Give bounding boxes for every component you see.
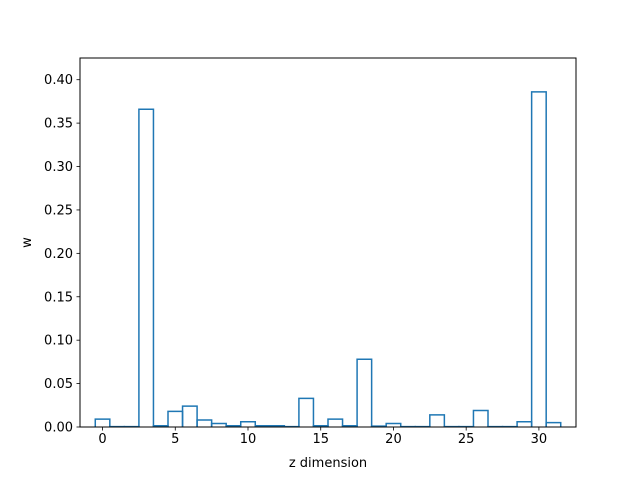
x-tick-label: 15 xyxy=(312,432,329,447)
x-tick-label: 5 xyxy=(171,432,179,447)
x-tick-label: 20 xyxy=(385,432,402,447)
axes-frame xyxy=(79,57,577,428)
y-tick-label: 0.10 xyxy=(44,334,73,349)
y-axis-ticks: 0.00 0.05 0.10 0.15 0.20 0.25 0.30 0.35 0.40 xyxy=(44,73,80,436)
plot-area xyxy=(79,57,577,428)
bar-3 xyxy=(138,108,155,427)
bar-10 xyxy=(239,421,257,427)
y-tick-label: 0.20 xyxy=(44,247,73,262)
y-tick-label: 0.35 xyxy=(44,117,73,132)
bar-20 xyxy=(385,422,402,427)
x-tick-label: 0 xyxy=(98,432,106,447)
y-tick-label: 0.40 xyxy=(44,73,73,88)
x-tick-label: 25 xyxy=(458,432,475,447)
y-tick-label: 0.25 xyxy=(44,203,73,218)
bar-30 xyxy=(530,91,547,427)
y-tick-label: 0.05 xyxy=(44,377,73,392)
bar-6 xyxy=(181,405,198,427)
x-tick-label: 10 xyxy=(240,432,257,447)
bar-0 xyxy=(94,418,111,427)
bar-14 xyxy=(298,397,315,427)
x-tick-label: 30 xyxy=(531,432,548,447)
bar-31 xyxy=(545,421,562,427)
y-tick-label: 0.00 xyxy=(44,421,73,436)
y-tick-label: 0.15 xyxy=(44,290,73,305)
y-tick-label: 0.30 xyxy=(44,160,73,175)
x-axis-ticks: 0 5 10 15 20 25 30 xyxy=(98,427,547,447)
x-axis-label: z dimension xyxy=(289,456,367,471)
y-axis-label: w xyxy=(20,237,35,248)
bar-23 xyxy=(429,414,446,427)
bar-16 xyxy=(327,418,344,427)
bar-18 xyxy=(356,358,373,427)
bar-26 xyxy=(472,409,489,427)
